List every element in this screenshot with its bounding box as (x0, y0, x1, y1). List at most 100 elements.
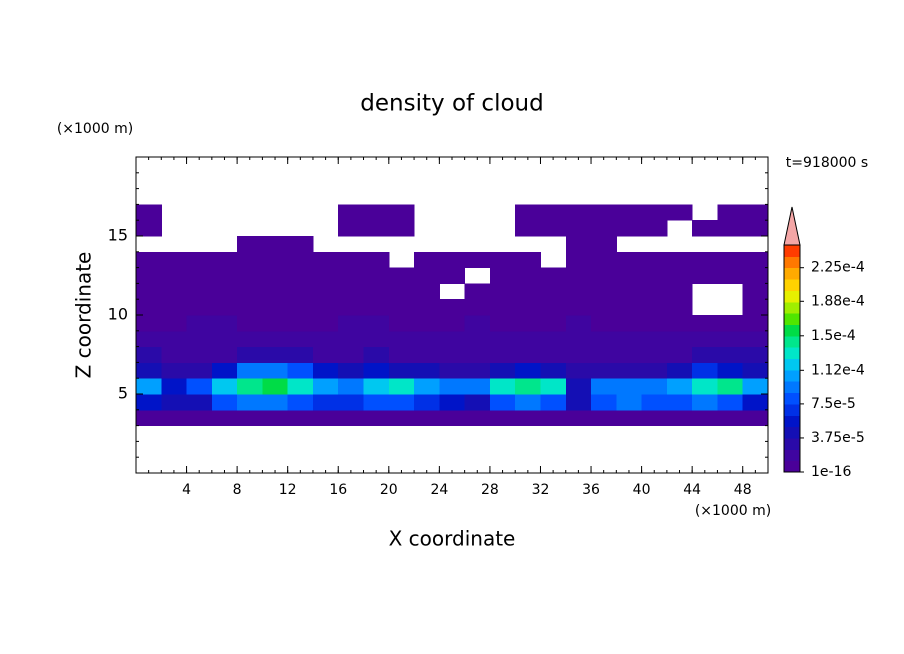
cell (591, 236, 617, 253)
cell (338, 378, 365, 395)
y-axis-label: Z coordinate (72, 252, 96, 379)
cell (363, 330, 390, 348)
cell (287, 362, 314, 379)
cell (489, 330, 516, 348)
cell (641, 220, 668, 237)
cell (161, 267, 188, 284)
cell (287, 236, 314, 253)
cell (742, 220, 769, 237)
cell (692, 220, 718, 237)
cell (515, 267, 541, 284)
cell (515, 330, 541, 348)
cell (388, 362, 415, 379)
time-label: t=918000 s (786, 155, 868, 171)
x-tick-label: 32 (532, 482, 550, 498)
cell (136, 283, 162, 300)
cell (540, 330, 567, 348)
cell (717, 330, 744, 348)
colorbar-band (784, 324, 800, 337)
cell (211, 330, 238, 348)
cell (186, 378, 213, 395)
cell (237, 409, 263, 427)
cell (312, 394, 339, 411)
cell (565, 315, 592, 332)
cell (414, 409, 440, 427)
cell (641, 204, 668, 221)
cell (565, 299, 592, 316)
cell (692, 394, 718, 411)
colorbar-band (784, 347, 800, 359)
cell (388, 315, 415, 332)
cell (363, 315, 390, 332)
cell (262, 299, 289, 316)
cell (338, 346, 365, 363)
cell (439, 330, 466, 348)
cell (616, 267, 643, 284)
cell (742, 409, 769, 427)
cell (540, 299, 567, 316)
cell (388, 394, 415, 411)
cell (717, 204, 744, 221)
colorbar-tick-label: 3.75e-5 (811, 430, 865, 446)
cell (489, 251, 516, 269)
x-tick-label: 4 (182, 482, 191, 498)
cell (312, 362, 339, 379)
cell (565, 346, 592, 363)
cell (186, 251, 213, 269)
cell (287, 330, 314, 348)
cell (742, 283, 769, 300)
cell (540, 394, 567, 411)
colorbar-band (784, 256, 800, 269)
cell (439, 362, 466, 379)
cell (414, 346, 440, 363)
cell (136, 378, 162, 395)
colorbar-tick-label: 1.5e-4 (811, 328, 856, 344)
cell (312, 346, 339, 363)
cell (237, 330, 263, 348)
cell (338, 409, 365, 427)
cell (338, 394, 365, 411)
cell (717, 378, 744, 395)
cell (515, 315, 541, 332)
cell (565, 220, 592, 237)
cell (136, 299, 162, 316)
cell (489, 362, 516, 379)
colorbar-band (784, 381, 800, 394)
cell (287, 299, 314, 316)
colorbar-band (784, 426, 800, 439)
cell (641, 267, 668, 284)
cell (287, 378, 314, 395)
cell (591, 283, 617, 300)
cell (237, 346, 263, 363)
cell (666, 394, 693, 411)
colorbar-band (784, 392, 800, 405)
cell (414, 267, 440, 284)
colorbar-band (784, 460, 800, 473)
cell (515, 283, 541, 300)
cell (489, 378, 516, 395)
colorbar-band (784, 335, 800, 348)
cell (363, 346, 390, 363)
cell (388, 330, 415, 348)
x-tick-label: 36 (582, 482, 600, 498)
cell (262, 251, 289, 269)
cell (641, 378, 668, 395)
cell (262, 409, 289, 427)
cell (464, 362, 491, 379)
cell (489, 315, 516, 332)
cell (692, 251, 718, 269)
cell (666, 330, 693, 348)
cell (363, 220, 390, 237)
cell (439, 378, 466, 395)
cell (338, 330, 365, 348)
cell (388, 283, 415, 300)
cell (464, 315, 491, 332)
cell (565, 330, 592, 348)
cell (439, 409, 466, 427)
cell (414, 251, 440, 269)
cell (136, 251, 162, 269)
cell (161, 394, 188, 411)
cell (540, 204, 567, 221)
cell (312, 409, 339, 427)
cell (338, 251, 365, 269)
